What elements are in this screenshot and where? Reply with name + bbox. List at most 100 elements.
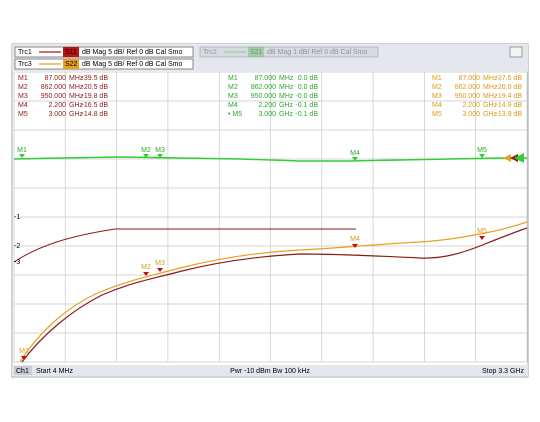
marker-label: M5 xyxy=(477,147,487,154)
marker-value: -0.1 dB xyxy=(295,102,318,109)
marker-value: -19.4 dB xyxy=(496,93,523,100)
marker-triangle xyxy=(19,154,25,158)
marker-triangle xyxy=(157,154,163,158)
trace-label: Trc3 xyxy=(18,61,32,68)
marker-triangle xyxy=(479,154,485,158)
marker-name: M3 xyxy=(18,93,28,100)
marker-value: -13.9 dB xyxy=(496,111,523,118)
marker-unit: GHz xyxy=(69,102,84,109)
marker-unit: MHz xyxy=(279,93,294,100)
trace-button-fade xyxy=(200,47,378,57)
marker-name: M1 xyxy=(18,75,28,82)
channel-box xyxy=(14,366,32,375)
marker-value: -20.0 dB xyxy=(496,84,523,91)
status-bar xyxy=(12,365,528,376)
marker-value: -39.5 dB xyxy=(82,75,109,82)
marker-triangle xyxy=(157,268,163,272)
param-box xyxy=(63,47,79,57)
marker-triangle xyxy=(21,356,27,360)
param-label: S21 xyxy=(250,49,263,56)
param-box xyxy=(63,59,79,69)
marker-freq: 3.000 xyxy=(258,111,276,118)
trace-label: Trc2 xyxy=(203,49,217,56)
param-label: S11 xyxy=(65,49,77,56)
marker-unit: MHz xyxy=(69,93,84,100)
param-label: S22 xyxy=(65,61,78,68)
marker-freq: 2.200 xyxy=(462,102,480,109)
trace-label: Trc1 xyxy=(18,49,32,56)
marker-unit: MHz xyxy=(483,93,498,100)
marker-name: M3 xyxy=(432,93,442,100)
marker-value: -19.8 dB xyxy=(82,93,109,100)
trace-button xyxy=(14,46,194,58)
marker-freq: 87.000 xyxy=(45,75,67,82)
axis-label: -2 xyxy=(14,243,20,250)
marker-unit: MHz xyxy=(483,75,498,82)
reference-line xyxy=(13,228,356,263)
channel-label: Ch1 xyxy=(16,368,29,375)
ref-arrow xyxy=(503,154,511,162)
marker-name: M4 xyxy=(18,102,28,109)
grid xyxy=(13,71,528,363)
param-box xyxy=(248,47,264,57)
marker-name: M5 xyxy=(432,111,442,118)
marker-label: M3 xyxy=(155,260,165,267)
marker-label: M2 xyxy=(141,264,151,271)
trace-s22 xyxy=(19,221,528,363)
marker-value: -0.1 dB xyxy=(295,111,318,118)
marker-freq: 862.000 xyxy=(251,84,276,91)
marker-label: M4 xyxy=(350,236,360,243)
close-button[interactable] xyxy=(509,46,523,58)
marker-triangle xyxy=(352,244,358,248)
marker-name: M4 xyxy=(228,102,238,109)
marker-freq: 87.000 xyxy=(459,75,481,82)
marker-name: M2 xyxy=(18,84,28,91)
marker-label: M1 xyxy=(19,348,29,355)
marker-unit: GHz xyxy=(279,102,294,109)
instrument-frame xyxy=(11,43,529,378)
marker-name: M1 xyxy=(228,75,238,82)
marker-freq: 950.000 xyxy=(41,93,66,100)
marker-unit: MHz xyxy=(483,84,498,91)
marker-name: M2 xyxy=(228,84,238,91)
marker-freq: 87.000 xyxy=(255,75,277,82)
marker-freq: 950.000 xyxy=(251,93,276,100)
axis-label: -1 xyxy=(14,214,20,221)
marker-triangle xyxy=(352,157,358,161)
marker-triangle xyxy=(143,272,149,276)
stop-label: Stop 3.3 GHz xyxy=(482,368,525,375)
format-label: dB Mag 5 dB/ Ref 0 dB Cal Smo xyxy=(82,61,182,68)
marker-name: M4 xyxy=(432,102,442,109)
marker-unit: GHz xyxy=(279,111,294,118)
power-label: Pwr -10 dBm Bw 100 kHz xyxy=(230,368,310,375)
marker-unit: GHz xyxy=(69,111,84,118)
trace-button xyxy=(199,46,379,58)
marker-freq: 862.000 xyxy=(41,84,66,91)
marker-unit: MHz xyxy=(279,84,294,91)
marker-name: M5 xyxy=(18,111,28,118)
marker-triangle xyxy=(143,154,149,158)
marker-label: M5 xyxy=(477,228,487,235)
marker-freq: 3.000 xyxy=(462,111,480,118)
trace-button xyxy=(14,58,194,70)
marker-freq: 3.000 xyxy=(48,111,66,118)
marker-label: M2 xyxy=(141,147,151,154)
axis-label: -3 xyxy=(14,259,20,266)
marker-triangle xyxy=(479,236,485,240)
marker-freq: 2.200 xyxy=(48,102,66,109)
marker-label: M4 xyxy=(350,150,360,157)
marker-value: 0.0 dB xyxy=(298,84,319,91)
marker-name: M3 xyxy=(228,93,238,100)
marker-unit: MHz xyxy=(69,84,84,91)
marker-name: M2 xyxy=(432,84,442,91)
start-label: Start 4 MHz xyxy=(36,368,73,375)
marker-unit: MHz xyxy=(69,75,84,82)
marker-name: M1 xyxy=(432,75,442,82)
marker-freq: 862.000 xyxy=(455,84,480,91)
ref-arrow xyxy=(514,153,524,163)
marker-unit: GHz xyxy=(483,111,498,118)
marker-value: -14.9 dB xyxy=(496,102,523,109)
marker-label: M1 xyxy=(17,147,27,154)
